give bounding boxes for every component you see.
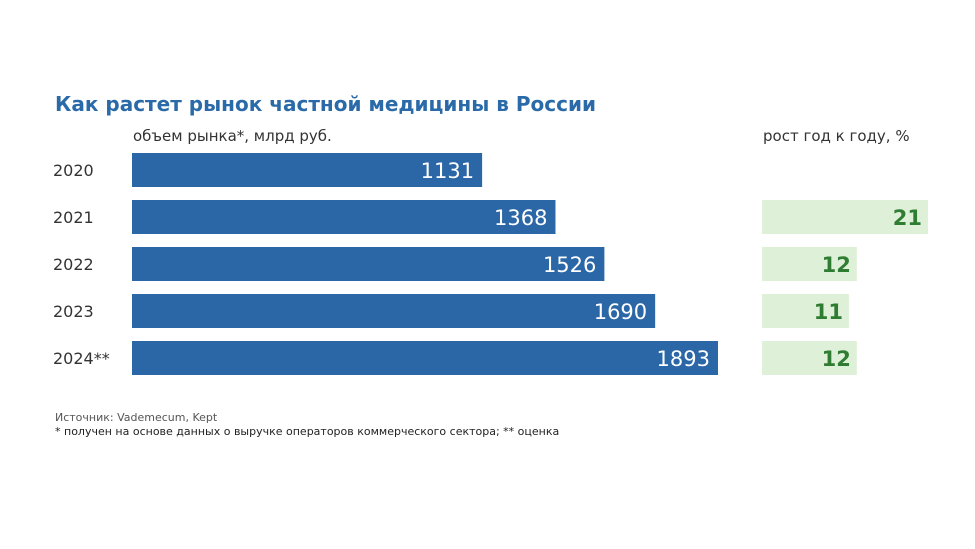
growth-value-label: 11 (814, 300, 843, 324)
growth-value-label: 12 (822, 347, 851, 371)
growth-bar (762, 200, 928, 234)
footnote: * получен на основе данных о выручке опе… (55, 425, 560, 438)
source-note: Источник: Vademecum, Kept (55, 411, 218, 424)
year-label: 2021 (53, 208, 94, 227)
market-bar (132, 153, 483, 187)
year-label: 2020 (53, 161, 94, 180)
market-bar (132, 200, 556, 234)
market-volume-label: объем рынка*, млрд руб. (133, 127, 332, 145)
growth-value-label: 12 (822, 253, 851, 277)
market-bar (132, 294, 656, 328)
year-label: 2022 (53, 255, 94, 274)
market-value-label: 1526 (543, 253, 596, 277)
market-value-label: 1368 (494, 206, 547, 230)
growth-bar (762, 341, 857, 375)
market-value-label: 1131 (421, 159, 474, 183)
growth-bar (762, 247, 857, 281)
market-bar (132, 247, 605, 281)
growth-value-label: 21 (893, 206, 922, 230)
market-value-label: 1690 (594, 300, 647, 324)
growth-bar (762, 294, 849, 328)
growth-label: рост год к году, % (763, 127, 910, 145)
year-label: 2024** (53, 349, 110, 368)
year-label: 2023 (53, 302, 94, 321)
market-bar (132, 341, 718, 375)
market-value-label: 1893 (657, 347, 710, 371)
chart-title: Как растет рынок частной медицины в Росс… (55, 92, 597, 116)
